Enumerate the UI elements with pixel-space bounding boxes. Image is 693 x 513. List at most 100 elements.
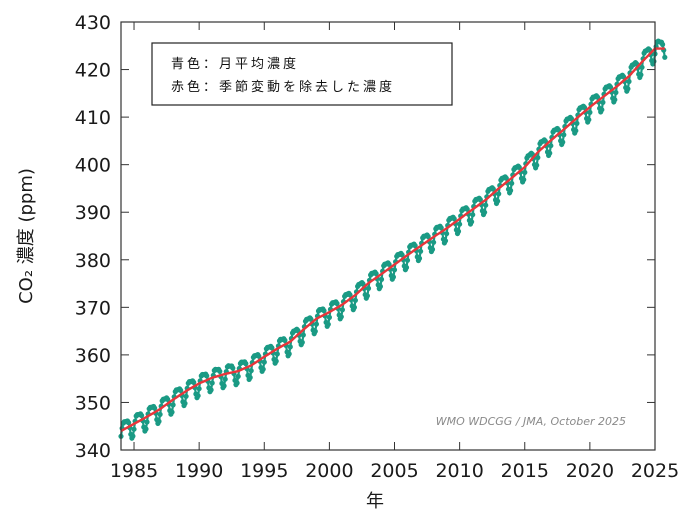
monthly-point [607, 84, 614, 90]
monthly-point [496, 191, 502, 197]
monthly-point [130, 433, 136, 439]
monthly-point [625, 86, 631, 92]
monthly-point [312, 328, 318, 334]
monthly-point [126, 420, 132, 426]
monthly-point [325, 321, 331, 327]
monthly-point [469, 219, 475, 225]
monthly-point [326, 314, 332, 320]
y-tick-label: 430 [75, 12, 111, 34]
monthly-point [243, 361, 249, 367]
y-axis-title: CO₂ 濃度 (ppm) [16, 168, 37, 304]
monthly-point [139, 412, 145, 419]
series-layer [118, 38, 668, 442]
monthly-point [195, 393, 201, 399]
monthly-point [196, 386, 202, 392]
monthly-point [651, 58, 657, 64]
x-tick-label: 2010 [435, 460, 483, 482]
monthly-point [234, 380, 240, 386]
monthly-point [560, 139, 566, 145]
monthly-point [403, 264, 410, 271]
monthly-point [429, 246, 436, 252]
monthly-point [247, 374, 253, 381]
monthly-point [547, 150, 553, 156]
monthly-point [444, 231, 450, 237]
monthly-point [300, 332, 306, 338]
monthly-point [364, 293, 370, 299]
monthly-point [282, 337, 288, 343]
monthly-point [455, 228, 462, 234]
monthly-point [131, 426, 137, 432]
y-tick-label: 340 [75, 440, 111, 462]
monthly-point [378, 276, 385, 282]
monthly-point [208, 387, 214, 393]
monthly-point [386, 261, 392, 267]
monthly-point [477, 197, 483, 203]
monthly-point [273, 358, 279, 364]
x-tick-label: 1995 [240, 460, 288, 482]
monthly-point [418, 248, 424, 254]
monthly-point [169, 409, 175, 415]
x-tick-label: 2020 [566, 460, 614, 482]
monthly-point [620, 74, 627, 80]
monthly-point [613, 89, 619, 96]
monthly-point [626, 78, 632, 85]
monthly-point [377, 283, 383, 290]
monthly-point [568, 116, 575, 122]
monthly-point [156, 418, 162, 424]
monthly-point [457, 221, 463, 227]
monthly-point [548, 143, 554, 149]
monthly-point [495, 198, 501, 204]
monthly-point [535, 155, 541, 161]
monthly-point [339, 307, 345, 313]
monthly-point [351, 304, 357, 310]
y-tick-label: 370 [75, 297, 111, 319]
monthly-point [299, 339, 305, 345]
monthly-point [425, 233, 431, 240]
monthly-point [508, 187, 514, 194]
x-tick-label: 1990 [175, 460, 223, 482]
monthly-point [612, 97, 618, 103]
monthly-point [286, 351, 292, 357]
monthly-point [534, 162, 540, 168]
monthly-point [157, 411, 163, 417]
monthly-point [261, 359, 267, 365]
monthly-point [404, 257, 411, 263]
monthly-point [542, 138, 549, 144]
monthly-point [313, 321, 319, 327]
monthly-point [321, 308, 327, 314]
monthly-point [464, 206, 470, 212]
series-line-deseasonalized [120, 47, 665, 433]
monthly-point [365, 285, 372, 291]
monthly-point [470, 212, 476, 218]
monthly-point [442, 238, 449, 244]
monthly-point [143, 426, 149, 432]
monthly-point [204, 373, 210, 379]
monthly-point [152, 405, 158, 411]
monthly-point [516, 164, 522, 170]
monthly-point [165, 396, 171, 402]
monthly-point [391, 267, 398, 273]
monthly-point [416, 255, 423, 261]
monthly-point [594, 94, 601, 100]
monthly-point [221, 383, 227, 389]
monthly-point [390, 274, 396, 280]
monthly-point [482, 209, 488, 215]
monthly-point [182, 400, 188, 406]
monthly-point [639, 64, 645, 70]
monthly-point [217, 368, 223, 374]
monthly-point [438, 225, 444, 231]
y-tick-label: 350 [75, 392, 111, 414]
monthly-point [587, 109, 593, 115]
monthly-point [581, 104, 588, 111]
monthly-point [334, 300, 340, 307]
monthly-point [144, 419, 150, 425]
monthly-point [503, 175, 509, 181]
monthly-point [522, 169, 528, 175]
monthly-point [638, 72, 644, 78]
monthly-point [178, 387, 184, 393]
monthly-point [308, 316, 314, 322]
monthly-point [338, 314, 344, 320]
x-axis-title: 年 [366, 491, 384, 512]
monthly-point [600, 99, 606, 105]
